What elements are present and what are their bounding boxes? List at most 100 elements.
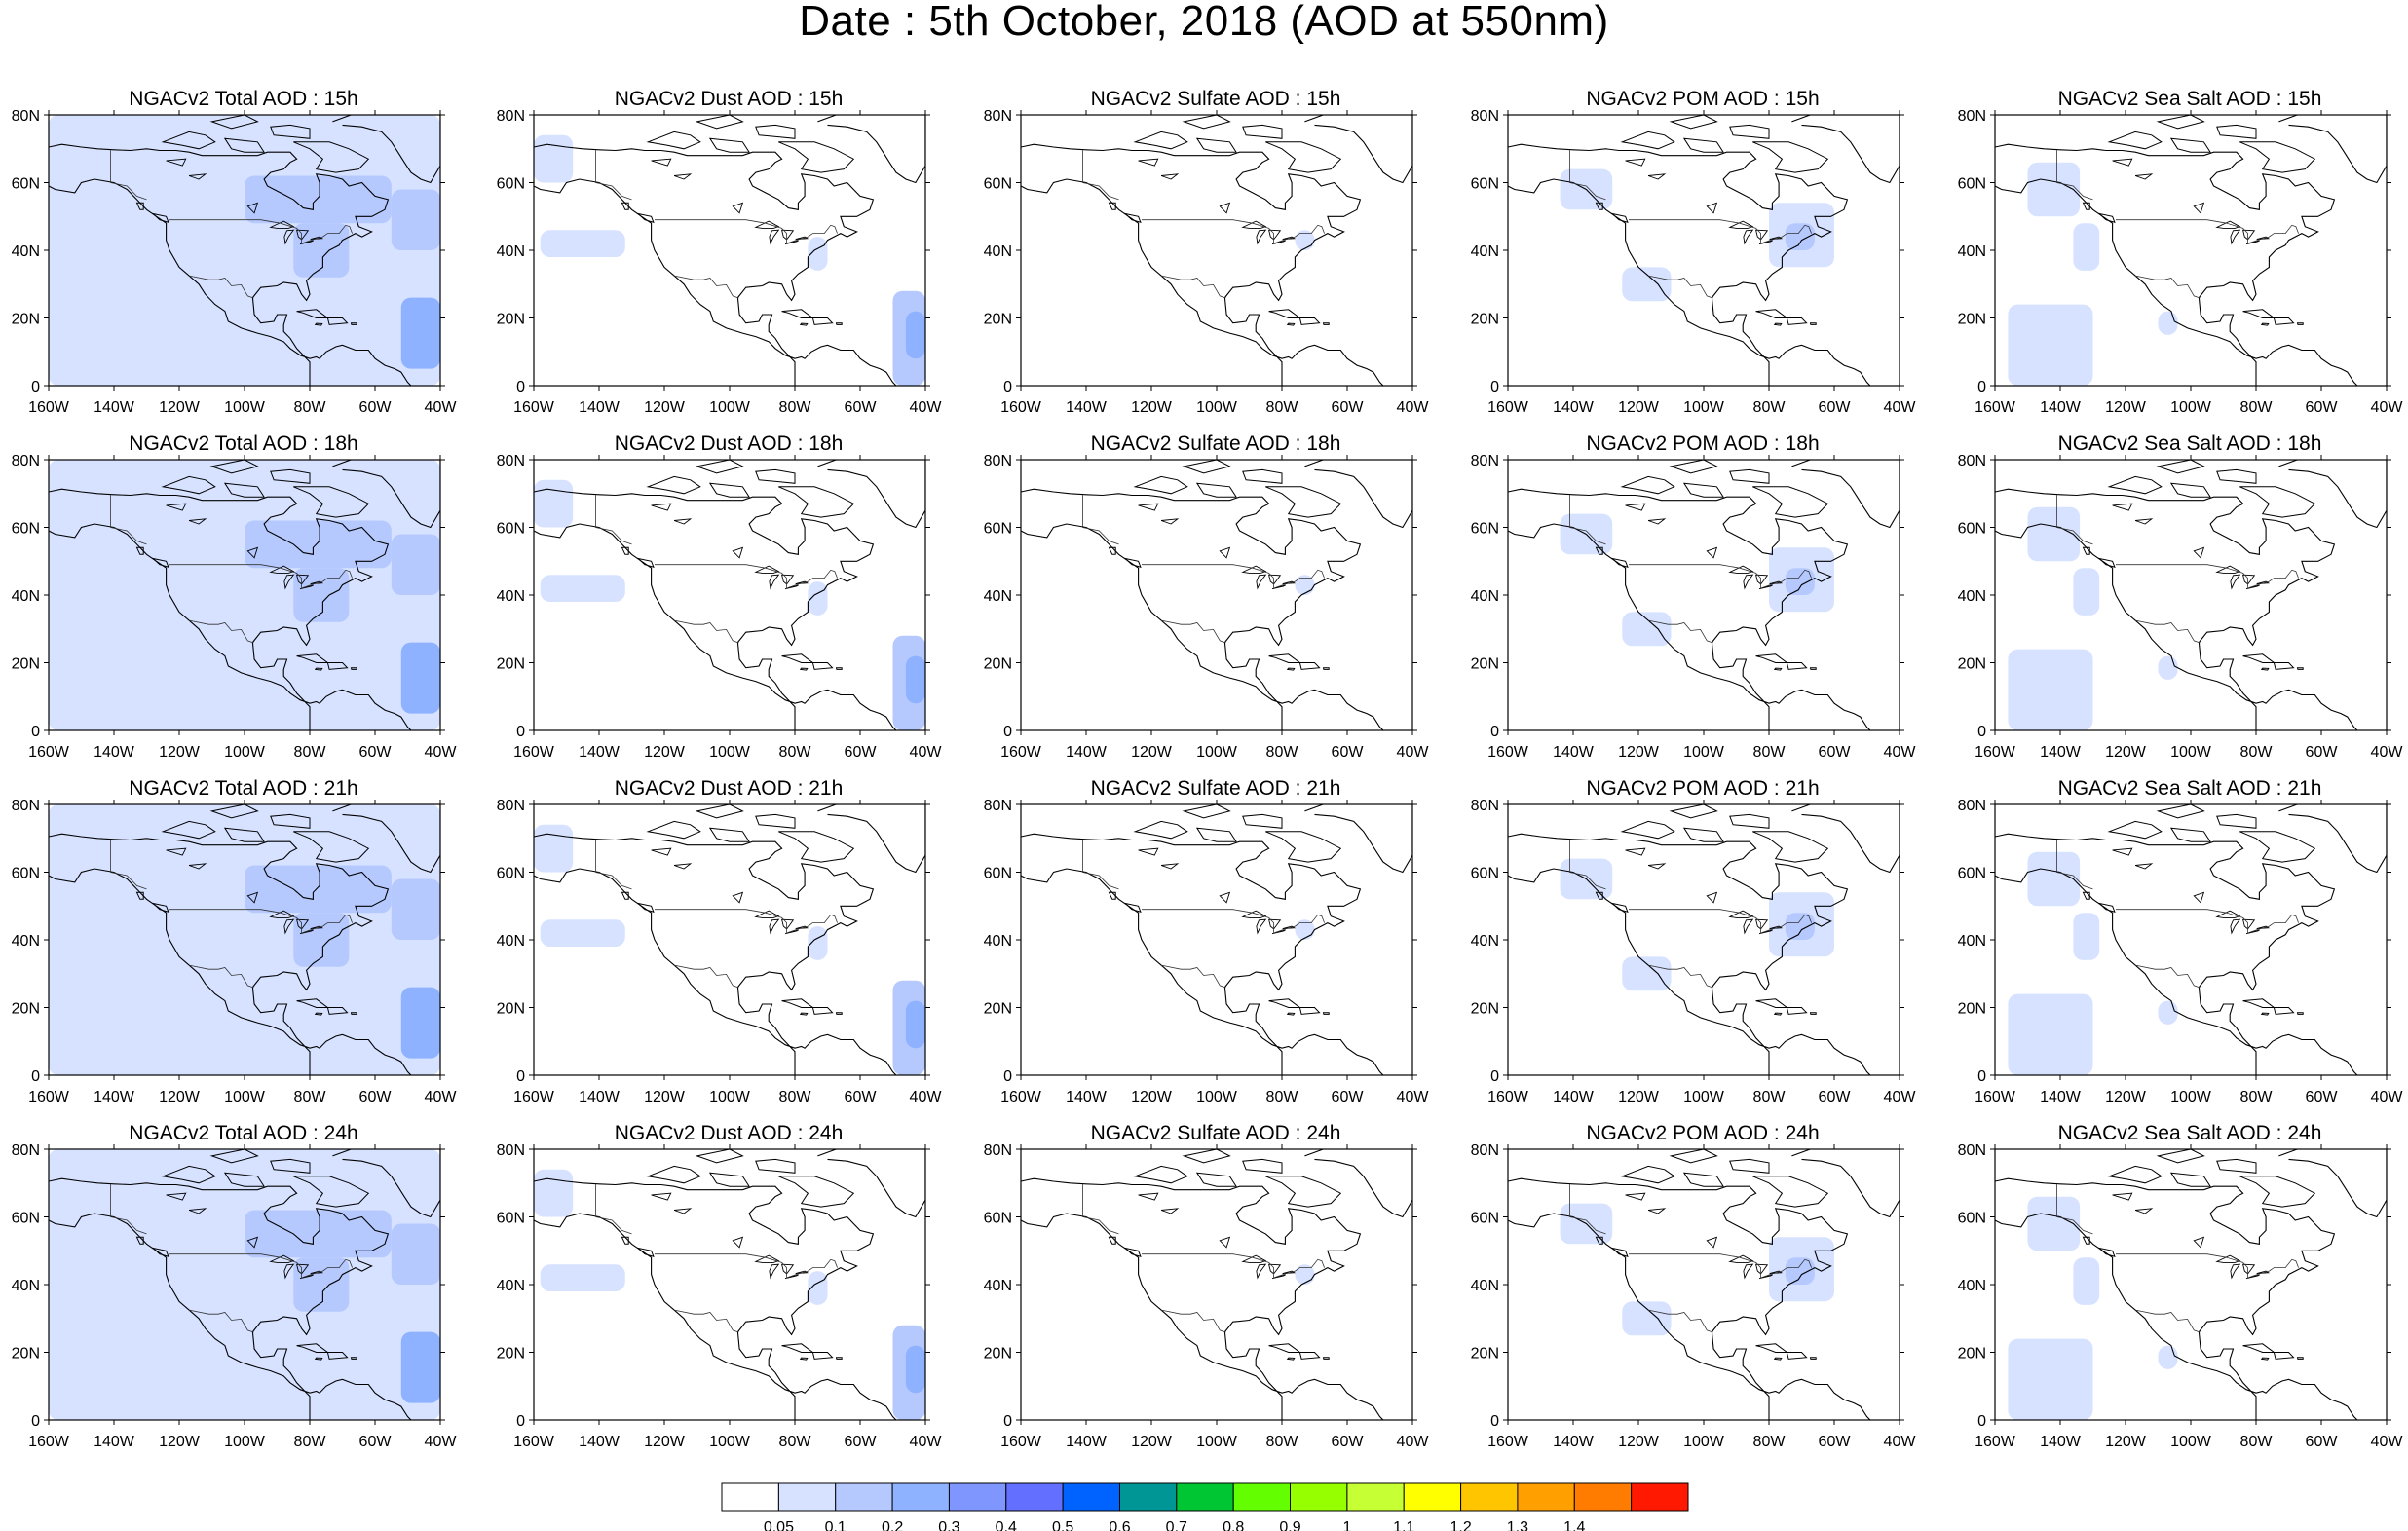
island-outline xyxy=(1669,115,1718,130)
lake-outline xyxy=(1755,918,1769,930)
map-plot: 160W 140W 120W 100W 80W 60W 40W 0 20N 40N 60N 80N xyxy=(1958,1142,2404,1450)
island-outline xyxy=(1752,831,1829,863)
lat-label: 0 xyxy=(1490,379,1499,395)
island-outline xyxy=(1786,317,1808,325)
map-panel-pom-18h: NGACv2 POM AOD : 18h 160W 140W 120W 100W 80W 6… xyxy=(1459,345,1946,761)
lake-outline xyxy=(1271,929,1286,935)
lake-outline xyxy=(2245,584,2260,590)
lon-label: 160W xyxy=(1000,1434,1042,1450)
island-outline xyxy=(778,1176,855,1208)
lake-outline xyxy=(1706,1236,1718,1249)
lake-outline xyxy=(2245,929,2260,935)
lon-label: 160W xyxy=(28,1434,70,1450)
aod-shading xyxy=(905,1000,925,1049)
island-outline xyxy=(1669,1149,1718,1164)
lon-label: 140W xyxy=(579,1434,621,1450)
lat-label: 0 xyxy=(31,724,40,740)
lon-label: 100W xyxy=(709,1434,751,1450)
lon-label: 100W xyxy=(224,399,266,416)
lake-outline xyxy=(296,918,310,930)
lat-label: 60N xyxy=(984,1211,1012,1227)
lon-label: 40W xyxy=(910,1434,943,1450)
aod-shading xyxy=(540,575,625,602)
plot-background xyxy=(1021,115,1412,386)
island-outline xyxy=(695,1149,744,1164)
country-border xyxy=(1629,219,1812,244)
lon-label: 80W xyxy=(1266,1089,1299,1105)
lon-label: 40W xyxy=(425,744,458,761)
coastline-greenland xyxy=(817,460,925,529)
country-border xyxy=(169,564,353,589)
lake-outline xyxy=(1271,240,1286,245)
map-plot: 160W 140W 120W 100W 80W 60W 40W 0 20N 40N 60N 80N xyxy=(984,108,1430,416)
map-plot: 160W 140W 120W 100W 80W 60W 40W 0 20N 40N 60N 80N xyxy=(1471,1142,1917,1450)
lat-label: 80N xyxy=(497,798,525,814)
island-outline xyxy=(151,902,169,913)
lon-label: 140W xyxy=(579,744,621,761)
lon-label: 120W xyxy=(159,1434,201,1450)
country-border xyxy=(595,1184,632,1235)
aod-shading xyxy=(293,223,350,278)
island-outline xyxy=(755,124,796,139)
lon-label: 60W xyxy=(845,1089,878,1105)
country-border xyxy=(189,964,254,989)
lon-label: 40W xyxy=(2371,1089,2404,1105)
lat-label: 80N xyxy=(1958,1142,1986,1159)
island-outline xyxy=(135,1236,144,1245)
aod-shading xyxy=(391,534,440,595)
lake-outline xyxy=(166,158,187,167)
lat-label: 40N xyxy=(1958,933,1986,950)
lake-outline xyxy=(784,1274,799,1280)
island-outline xyxy=(1595,1236,1603,1245)
lake-outline xyxy=(1138,158,1159,167)
island-outline xyxy=(1682,1172,1725,1187)
lake-outline xyxy=(1160,863,1180,870)
lon-label: 120W xyxy=(159,399,201,416)
aod-shading xyxy=(400,297,440,369)
country-border xyxy=(1161,619,1226,644)
map-plot: 160W 140W 120W 100W 80W 60W 40W 0 20N 40N 60N 80N xyxy=(497,798,943,1105)
lon-label: 100W xyxy=(1683,1434,1725,1450)
lat-label: 80N xyxy=(1471,108,1499,125)
island-outline xyxy=(646,1165,701,1184)
lon-label: 120W xyxy=(1618,744,1660,761)
lat-label: 60N xyxy=(1471,176,1499,193)
country-border xyxy=(1082,495,1119,545)
lake-outline xyxy=(673,863,693,870)
country-border xyxy=(110,495,147,545)
lake-outline xyxy=(1755,574,1769,585)
island-outline xyxy=(695,115,744,130)
island-outline xyxy=(2082,1236,2090,1245)
island-outline xyxy=(270,124,311,139)
country-border xyxy=(1569,150,1606,201)
island-outline xyxy=(636,212,655,223)
island-outline xyxy=(350,322,357,325)
island-outline xyxy=(1133,131,1188,150)
aod-shading xyxy=(245,520,392,569)
lake-outline xyxy=(1241,1254,1267,1263)
lon-label: 100W xyxy=(2170,744,2212,761)
island-outline xyxy=(1610,1247,1629,1257)
island-outline xyxy=(2260,1357,2270,1361)
island-outline xyxy=(811,662,834,670)
island-outline xyxy=(1133,1165,1188,1184)
lat-label: 60N xyxy=(1471,521,1499,538)
lon-label: 60W xyxy=(2306,744,2339,761)
island-outline xyxy=(1752,141,1829,173)
lake-outline xyxy=(1647,518,1667,525)
panel-title: NGACv2 Sea Salt AOD : 21h xyxy=(2057,777,2322,800)
island-outline xyxy=(293,831,370,863)
lake-outline xyxy=(1706,891,1718,904)
lat-label: 20N xyxy=(1471,312,1499,328)
island-outline xyxy=(1195,137,1238,153)
island-outline xyxy=(2107,1165,2163,1184)
country-border xyxy=(1648,964,1713,989)
aod-shading xyxy=(2073,913,2100,960)
lat-label: 40N xyxy=(497,588,525,605)
aod-shading xyxy=(2073,568,2100,616)
island-outline xyxy=(1108,546,1116,555)
country-border xyxy=(1161,964,1226,989)
lat-label: 60N xyxy=(497,1211,525,1227)
lake-outline xyxy=(1728,1254,1754,1263)
coastline xyxy=(534,1177,897,1420)
